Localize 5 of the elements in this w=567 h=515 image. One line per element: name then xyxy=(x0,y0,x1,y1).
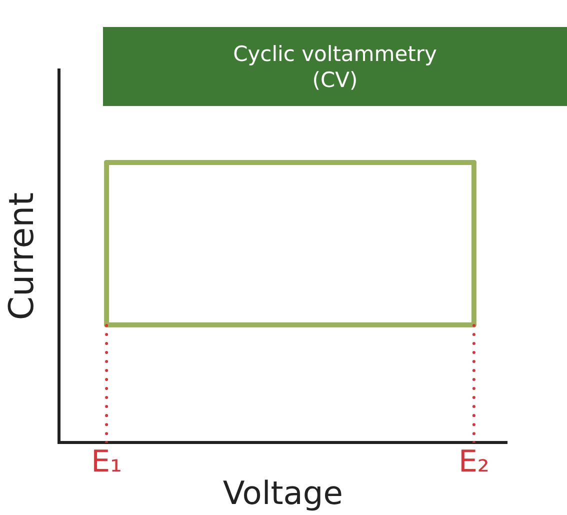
x-axis-title: Voltage xyxy=(222,474,343,512)
y-axis-title: Current xyxy=(2,192,42,320)
chart-title: Cyclic voltammetry (CV) xyxy=(103,27,567,106)
x-tick-label: E₂ xyxy=(458,444,490,480)
x-tick-label: E₁ xyxy=(91,444,122,480)
